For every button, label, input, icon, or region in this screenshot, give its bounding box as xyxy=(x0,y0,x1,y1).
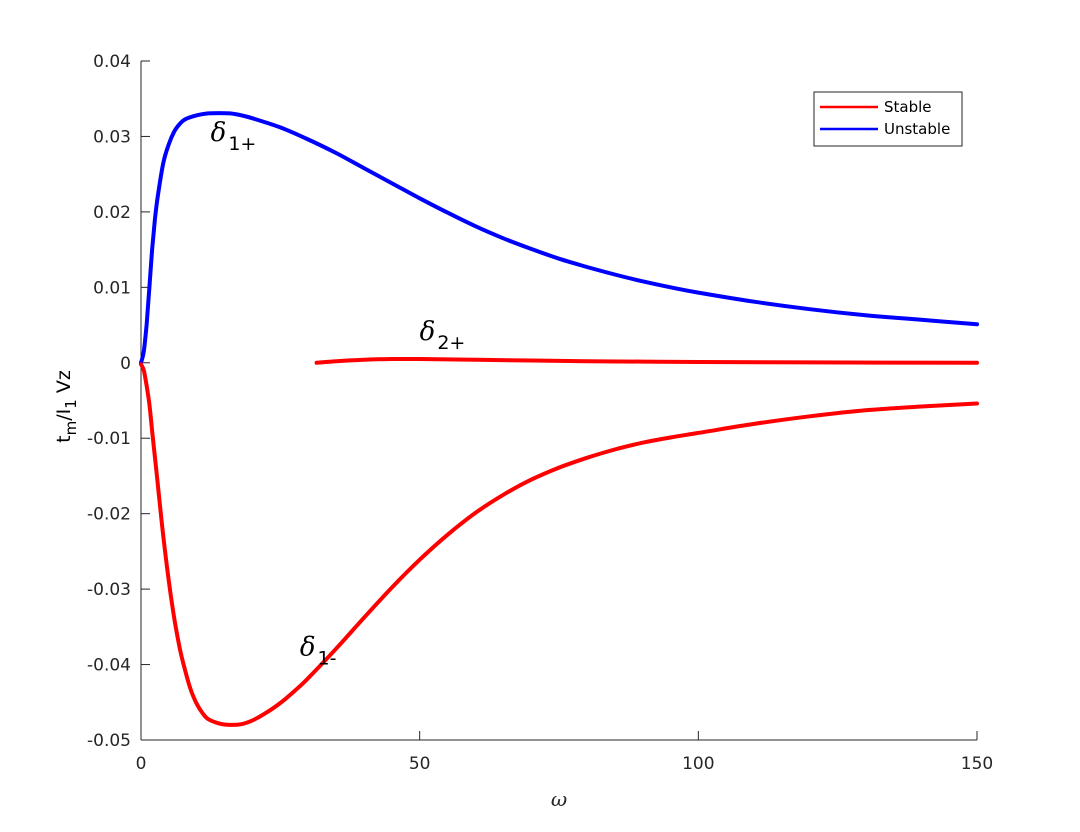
axes: 0 50 100 150 -0.05 -0.04 -0.03 -0.02 -0.01 0 0.01 0… xyxy=(87,52,993,774)
y-tick-label: -0.01 xyxy=(87,429,131,449)
y-axis-label: tm/I1 Vz xyxy=(53,370,80,443)
y-tick-label: 0.02 xyxy=(93,203,131,223)
legend-label: Stable xyxy=(884,98,932,116)
y-tick-label: -0.02 xyxy=(87,505,131,525)
y-tick-label: 0.03 xyxy=(93,127,131,147)
annotation-delta1plus: δ 1+ xyxy=(211,118,257,155)
axis-labels: ω tm/I1 Vz xyxy=(53,370,567,811)
y-tick-label: 0.01 xyxy=(93,278,131,298)
annotations: δ 1+ δ 2+ δ 1- xyxy=(211,118,466,670)
y-tick-label: -0.03 xyxy=(87,580,131,600)
x-tick-label: 100 xyxy=(682,754,714,774)
y-tick-label: 0 xyxy=(120,354,131,374)
series-group xyxy=(139,111,979,727)
y-tick-label: -0.04 xyxy=(87,656,131,676)
series-line-delta1plus xyxy=(139,111,979,365)
x-tick-label: 0 xyxy=(136,754,147,774)
legend: Stable Unstable xyxy=(813,91,963,147)
y-tick-label: -0.05 xyxy=(87,731,131,751)
x-axis-label: ω xyxy=(551,787,567,811)
x-tick-label: 150 xyxy=(961,754,993,774)
y-tick-label: 0.04 xyxy=(93,52,131,72)
legend-box xyxy=(813,91,963,147)
annotation-delta2plus: δ 2+ xyxy=(420,317,466,354)
legend-label: Unstable xyxy=(884,120,950,138)
x-tick-label: 50 xyxy=(409,754,431,774)
annotation-delta1minus: δ 1- xyxy=(300,633,337,670)
series-line-delta1minus xyxy=(139,362,979,727)
series-line-delta2plus xyxy=(314,356,979,365)
